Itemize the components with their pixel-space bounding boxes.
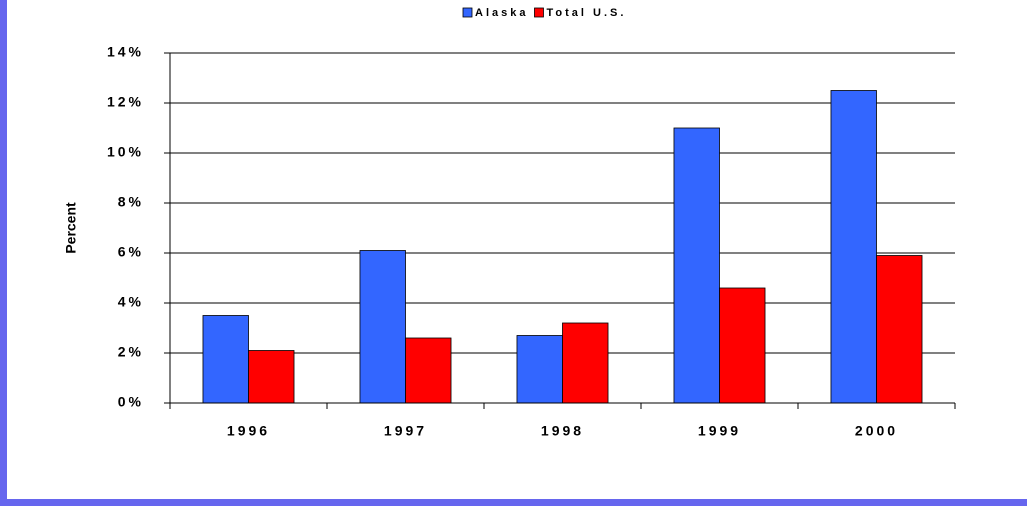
x-tick-label: 1996: [227, 423, 270, 439]
x-tick-label: 1998: [541, 423, 584, 439]
legend-label: Alaska: [475, 7, 528, 19]
bar: [830, 90, 877, 404]
bar: [202, 315, 249, 404]
y-tick-label: 10%: [107, 144, 144, 160]
x-tick-label: 1997: [384, 423, 427, 439]
x-tick-label: 2000: [855, 423, 898, 439]
bar: [516, 335, 563, 404]
frame-left: [0, 0, 7, 506]
x-tick-label: 1999: [698, 423, 741, 439]
bar: [405, 337, 452, 404]
y-axis-label: Percent: [63, 202, 79, 254]
y-tick-label: 6%: [118, 244, 144, 260]
legend-swatch: [462, 7, 473, 18]
bar: [562, 322, 609, 404]
y-tick-label: 2%: [118, 344, 144, 360]
frame-bottom: [0, 499, 1027, 506]
bar: [719, 287, 766, 404]
bar: [876, 255, 923, 404]
y-tick-label: 0%: [118, 394, 144, 410]
bar: [673, 127, 720, 404]
legend-swatch: [534, 7, 544, 18]
y-tick-label: 12%: [107, 94, 144, 110]
bar: [359, 250, 406, 404]
y-tick-label: 14%: [107, 44, 144, 60]
y-tick-label: 8%: [118, 194, 144, 210]
bar: [248, 350, 295, 404]
y-tick-label: 4%: [118, 294, 144, 310]
legend-label: Total U.S.: [546, 7, 626, 19]
